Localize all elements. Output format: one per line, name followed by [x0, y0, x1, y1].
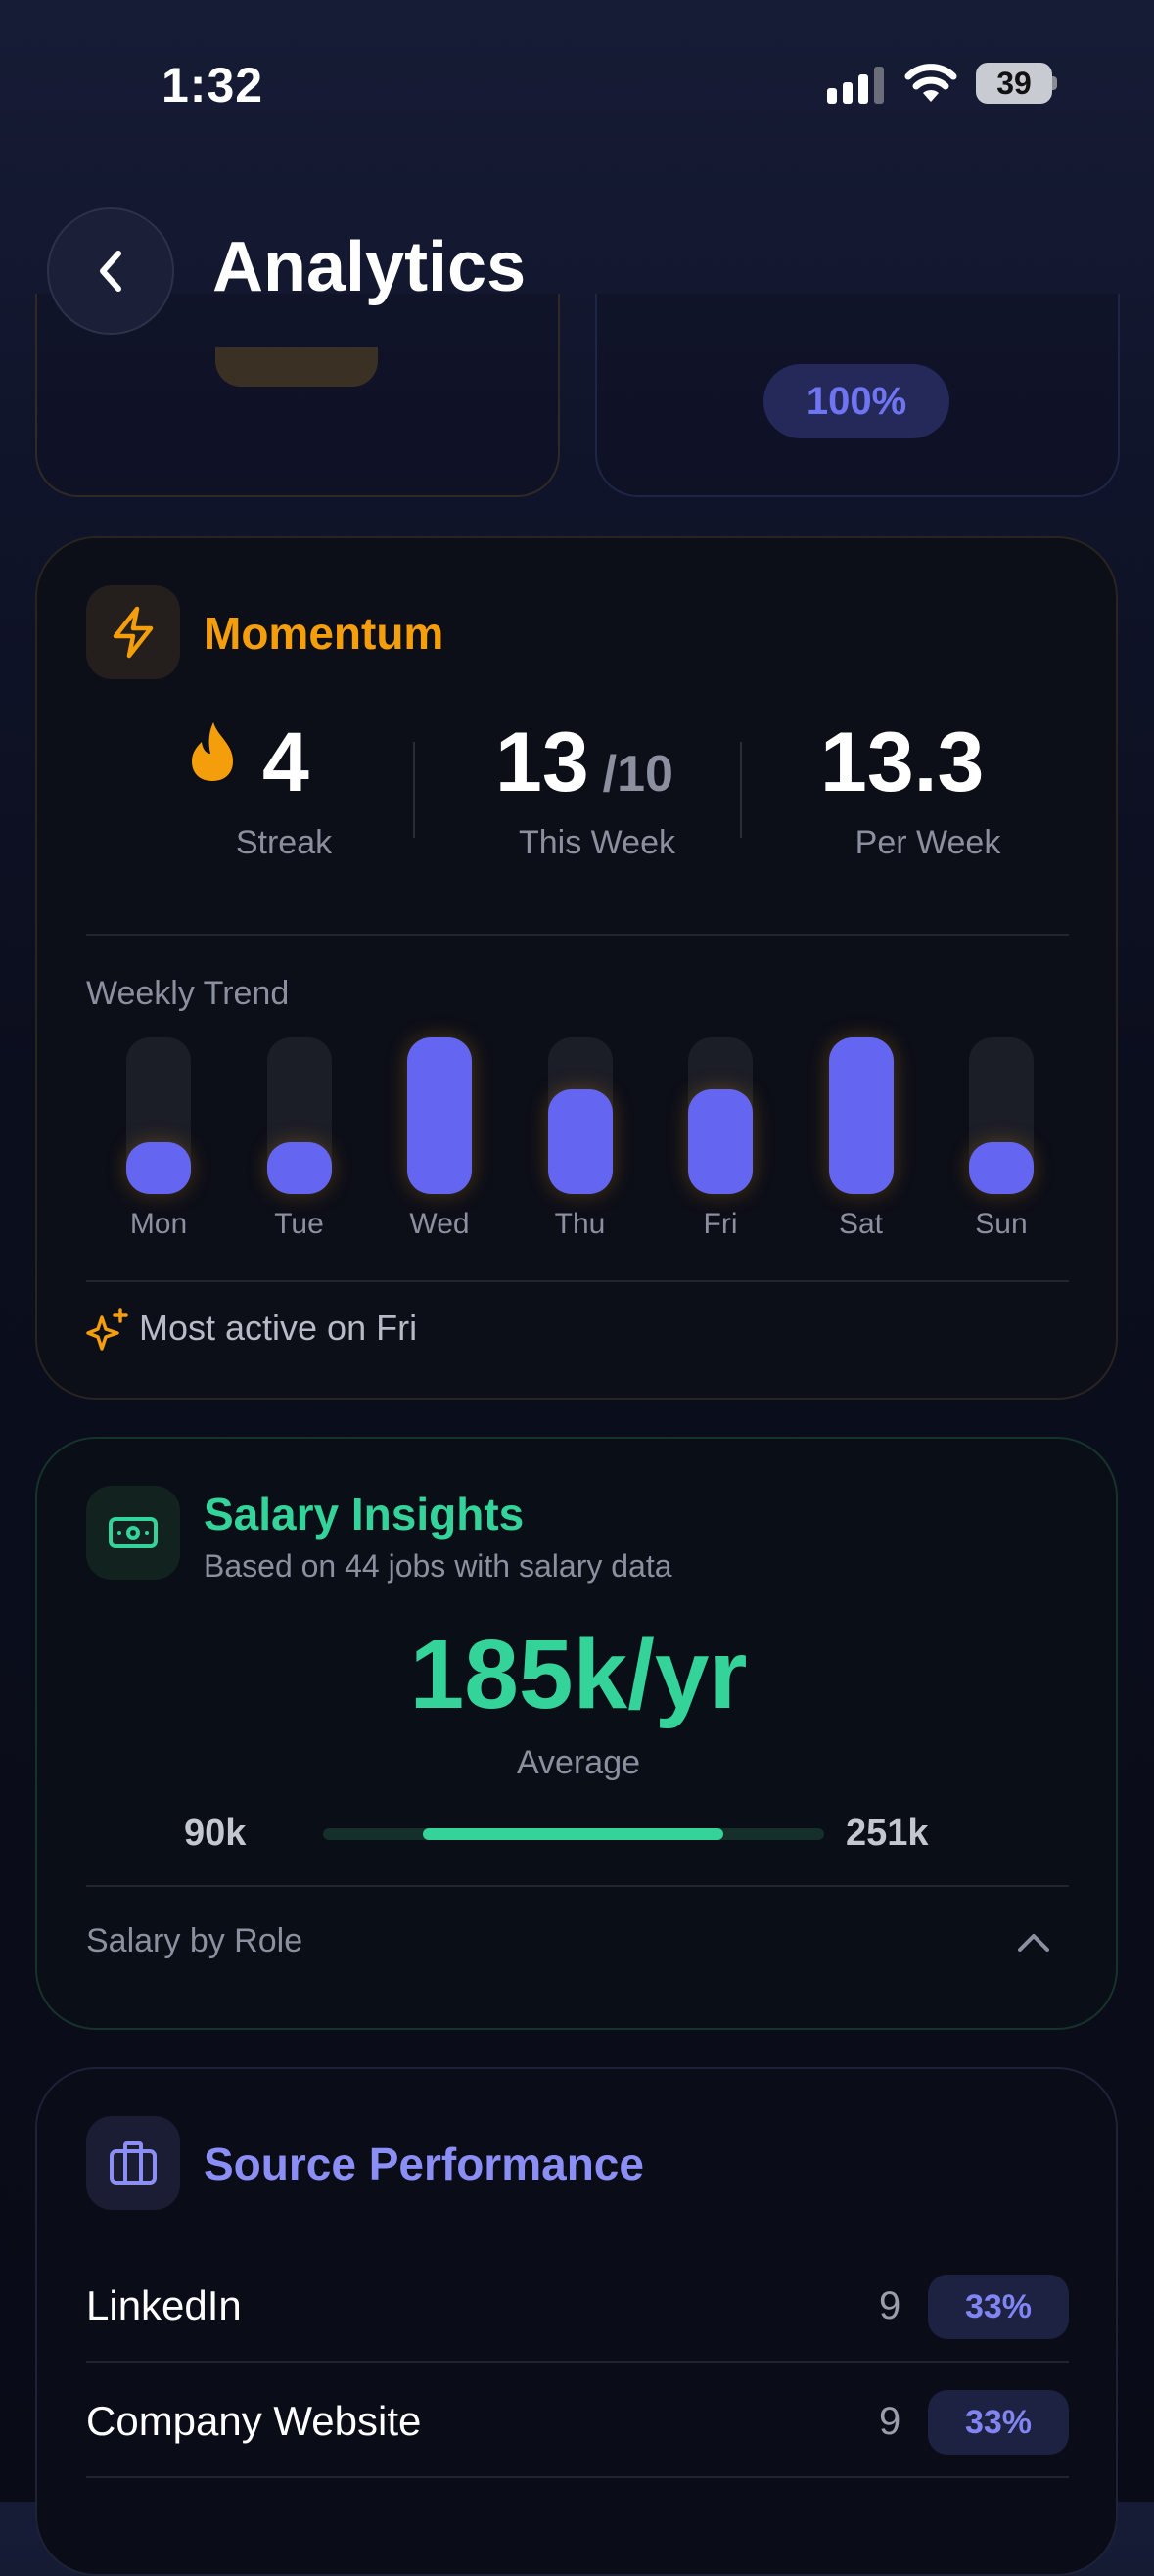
salary-range-fill — [423, 1828, 723, 1840]
divider — [86, 2476, 1069, 2478]
source-performance-title: Source Performance — [204, 2139, 644, 2189]
weekly-trend-label: Weekly Trend — [86, 975, 290, 1012]
wifi-icon — [902, 61, 959, 109]
source-percent-badge: 33% — [928, 2275, 1069, 2339]
trend-bar-fill — [969, 1142, 1034, 1194]
summary-badge-left — [215, 347, 378, 387]
trend-bar-fill — [547, 1089, 613, 1194]
day-label: Wed — [409, 1208, 470, 1240]
cellular-signal-icon — [827, 67, 884, 104]
trend-bar-fill — [407, 1037, 472, 1194]
most-active-text: Most active on Fri — [139, 1308, 418, 1348]
per-week-value: 13.3 — [820, 715, 985, 809]
this-week-stat: 13 /10 — [495, 714, 673, 811]
salary-average-value: 185k/yr — [409, 1620, 748, 1729]
divider — [86, 1280, 1069, 1282]
streak-value: 4 — [262, 715, 309, 809]
source-name: LinkedIn — [86, 2282, 242, 2328]
chevron-left-icon — [100, 251, 121, 292]
salary-max: 251k — [846, 1813, 929, 1854]
salary-range-track — [323, 1828, 824, 1840]
divider — [86, 934, 1069, 936]
per-week-label: Per Week — [854, 824, 1001, 861]
salary-insights-card: Salary Insights Based on 44 jobs with sa… — [35, 1437, 1118, 2030]
flame-icon — [188, 720, 237, 783]
back-button[interactable] — [47, 207, 174, 335]
source-name: Company Website — [86, 2398, 422, 2444]
trend-bar-mon — [126, 1037, 191, 1194]
battery-level: 39 — [996, 66, 1032, 101]
salary-subtitle: Based on 44 jobs with salary data — [204, 1548, 672, 1584]
trend-bar-wed — [407, 1037, 472, 1194]
source-count: 9 — [879, 2284, 901, 2327]
page-title: Analytics — [212, 228, 527, 306]
source-row[interactable]: Company Website 9 33% — [86, 2384, 1069, 2461]
source-performance-card: Source Performance LinkedIn 9 33% Compan… — [35, 2067, 1118, 2576]
divider — [86, 1885, 1069, 1887]
momentum-title: Momentum — [204, 608, 444, 659]
this-week-label: This Week — [519, 824, 675, 861]
source-row[interactable]: LinkedIn 9 33% — [86, 2269, 1069, 2345]
day-label: Sat — [838, 1208, 884, 1240]
salary-average-label: Average — [516, 1744, 641, 1781]
salary-min: 90k — [184, 1813, 247, 1854]
this-week-value: 13 — [495, 715, 589, 809]
source-percent-badge: 33% — [928, 2390, 1069, 2455]
trend-bar-fill — [688, 1089, 753, 1194]
momentum-card: Momentum 4 Streak 13 /10 This Week 13.3 … — [35, 536, 1118, 1400]
summary-badge-right: 100% — [763, 364, 949, 438]
battery-cap — [1052, 76, 1057, 90]
streak-label: Streak — [235, 824, 333, 861]
day-label: Tue — [274, 1208, 324, 1240]
status-time: 1:32 — [162, 58, 264, 113]
trend-bar-fill — [828, 1037, 894, 1194]
stat-divider — [740, 742, 742, 838]
trend-bar-sun — [969, 1037, 1034, 1194]
salary-by-role-toggle[interactable]: Salary by Role — [86, 1916, 1069, 1979]
salary-insights-title: Salary Insights — [204, 1489, 525, 1540]
trend-bar-tue — [266, 1037, 332, 1194]
day-label: Mon — [129, 1208, 188, 1240]
trend-bar-thu — [547, 1037, 613, 1194]
banknote-icon — [86, 1486, 180, 1580]
sparkles-icon — [86, 1308, 129, 1357]
source-count: 9 — [879, 2400, 901, 2443]
day-label: Thu — [554, 1208, 606, 1240]
trend-bar-fri — [688, 1037, 753, 1194]
this-week-goal: /10 — [602, 746, 673, 803]
lightning-icon — [86, 585, 180, 679]
battery-icon: 39 — [976, 63, 1052, 104]
divider — [86, 2361, 1069, 2363]
trend-bar-fill — [126, 1142, 191, 1194]
salary-by-role-label: Salary by Role — [86, 1922, 303, 1959]
trend-bar-sat — [828, 1037, 894, 1194]
day-label: Sun — [975, 1208, 1028, 1240]
chevron-up-icon — [1016, 1930, 1051, 1958]
weekly-trend-chart: Mon Tue Wed Thu Fri Sat Sun — [37, 1037, 1120, 1263]
trend-bar-fill — [266, 1142, 332, 1194]
day-label: Fri — [703, 1208, 738, 1240]
stat-divider — [413, 742, 415, 838]
briefcase-icon — [86, 2116, 180, 2210]
